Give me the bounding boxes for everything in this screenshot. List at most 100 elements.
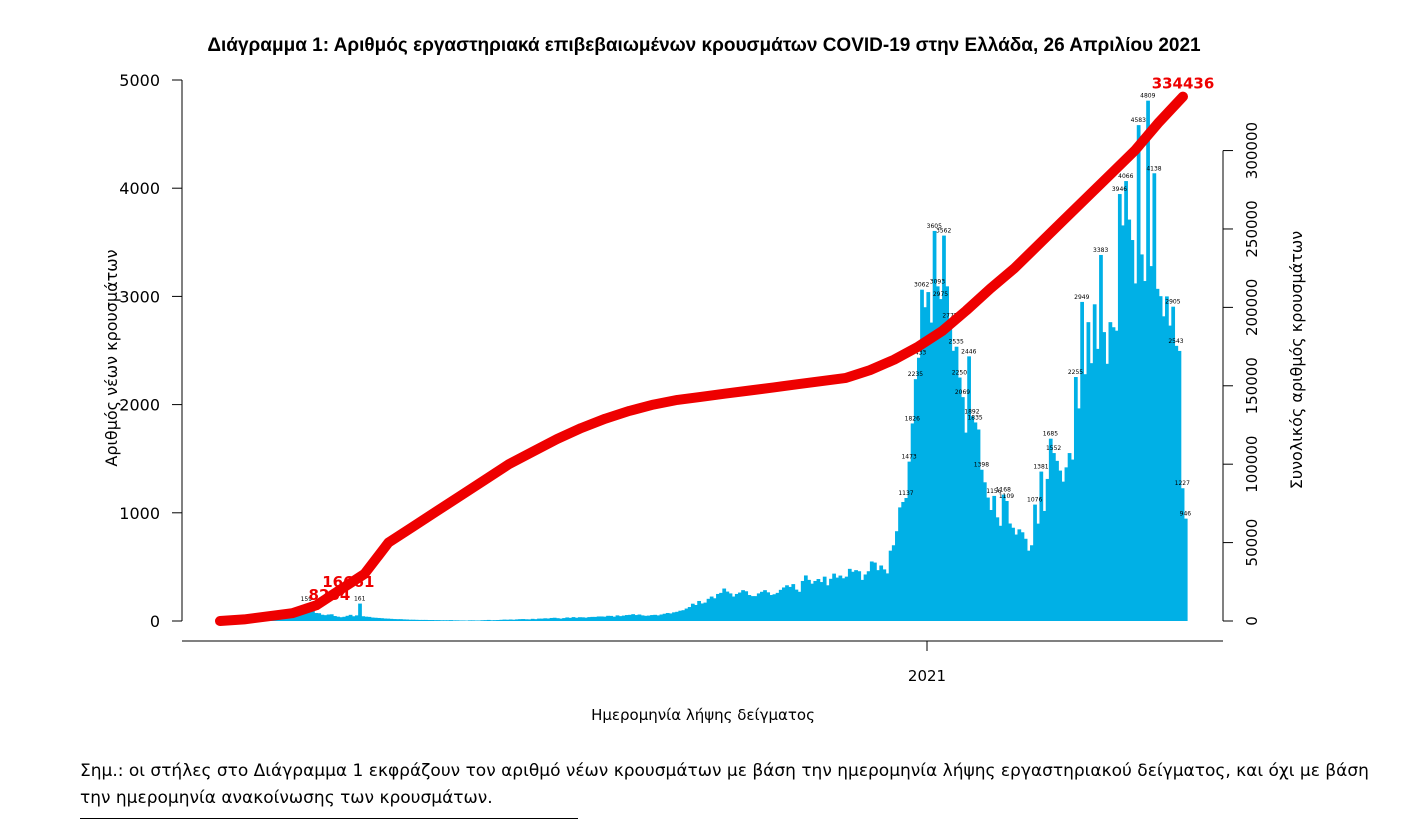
bar-value-label: 3383 bbox=[1093, 247, 1108, 254]
bar bbox=[336, 616, 340, 621]
bar bbox=[477, 620, 482, 621]
right-axis-tick-label: 150000 bbox=[1243, 357, 1261, 414]
bar bbox=[621, 615, 626, 621]
bar bbox=[351, 616, 356, 621]
bar bbox=[524, 619, 529, 621]
bar bbox=[439, 620, 444, 621]
bar bbox=[1130, 240, 1135, 621]
bar bbox=[1168, 325, 1172, 621]
bar bbox=[625, 615, 629, 621]
bar bbox=[882, 569, 887, 621]
bar bbox=[430, 620, 435, 621]
bar bbox=[684, 608, 689, 621]
bar bbox=[920, 289, 924, 621]
bar bbox=[606, 615, 610, 621]
bar-value-label: 1156 bbox=[986, 488, 1001, 495]
bar bbox=[763, 590, 767, 621]
bar-value-label: 1109 bbox=[999, 493, 1014, 500]
bar-value-label: 1227 bbox=[1175, 480, 1190, 487]
bar bbox=[571, 617, 576, 621]
bar bbox=[1070, 459, 1075, 621]
bar bbox=[323, 615, 328, 621]
bar bbox=[398, 619, 403, 621]
bar bbox=[885, 573, 890, 621]
bar bbox=[505, 619, 510, 621]
bar bbox=[703, 602, 708, 621]
bar bbox=[615, 615, 620, 621]
cumulative-line bbox=[215, 91, 1188, 626]
bar bbox=[1121, 225, 1125, 622]
bar-value-label: 1398 bbox=[974, 462, 989, 469]
bar bbox=[929, 322, 934, 621]
bar bbox=[1008, 523, 1012, 621]
bar bbox=[690, 603, 695, 621]
bar bbox=[957, 377, 962, 621]
bar bbox=[1077, 408, 1081, 621]
bar bbox=[803, 575, 808, 621]
bar bbox=[562, 618, 566, 621]
left-axis-tick-label: 0 bbox=[150, 612, 160, 631]
bar-value-label: 1826 bbox=[905, 415, 920, 422]
bar-value-label: 2775 bbox=[942, 313, 957, 320]
bar bbox=[348, 614, 353, 621]
bar bbox=[637, 614, 642, 621]
bar bbox=[747, 595, 752, 621]
bar bbox=[873, 562, 877, 621]
x-axis-label: Ημερομηνία λήψης δείγματος bbox=[591, 706, 815, 724]
bar bbox=[307, 609, 312, 621]
bar bbox=[533, 619, 538, 621]
bar bbox=[1174, 345, 1179, 621]
bar bbox=[603, 616, 607, 621]
bar bbox=[1146, 100, 1150, 622]
left-axis-tick-label: 2000 bbox=[119, 396, 160, 415]
bar bbox=[1064, 467, 1069, 621]
bar bbox=[593, 616, 598, 621]
bar bbox=[901, 501, 906, 621]
bar bbox=[1180, 488, 1185, 621]
bar bbox=[832, 573, 836, 621]
bar bbox=[863, 574, 868, 621]
bar bbox=[866, 571, 871, 621]
bar bbox=[744, 591, 749, 621]
bar bbox=[665, 612, 670, 621]
bar bbox=[697, 600, 701, 621]
bar-value-label: 2069 bbox=[955, 389, 970, 396]
bar-value-label: 2949 bbox=[1074, 294, 1089, 301]
x-axis: 2021 bbox=[182, 640, 1223, 685]
bar bbox=[326, 614, 331, 621]
bar bbox=[417, 619, 422, 621]
bar bbox=[508, 619, 513, 621]
bar bbox=[1020, 532, 1025, 621]
bar bbox=[800, 580, 805, 621]
bar bbox=[1183, 518, 1188, 621]
bar bbox=[643, 615, 648, 621]
bar bbox=[342, 616, 347, 621]
bar bbox=[891, 545, 896, 621]
bar bbox=[816, 579, 821, 621]
bar bbox=[916, 357, 921, 621]
bar bbox=[628, 614, 632, 621]
right-axis-label: Συνολικός αριθμός κρουσμάτων bbox=[1287, 231, 1306, 490]
bar bbox=[555, 618, 560, 621]
bar bbox=[1080, 301, 1084, 621]
bar bbox=[577, 617, 582, 621]
bar bbox=[1117, 194, 1122, 622]
bar bbox=[907, 461, 912, 621]
bar bbox=[1045, 478, 1050, 621]
bar bbox=[442, 620, 447, 621]
bar bbox=[574, 617, 579, 621]
bar bbox=[829, 578, 833, 621]
bar-value-label: 2250 bbox=[952, 370, 967, 377]
bar bbox=[719, 592, 723, 621]
bar bbox=[1171, 306, 1176, 621]
bar bbox=[483, 620, 488, 621]
bar bbox=[753, 596, 758, 621]
bar bbox=[822, 576, 827, 621]
bar bbox=[527, 619, 532, 621]
bar-value-label: 2255 bbox=[1068, 369, 1083, 376]
bar bbox=[1155, 288, 1160, 621]
bar bbox=[1083, 374, 1088, 621]
bar bbox=[734, 593, 739, 621]
bar bbox=[433, 620, 438, 621]
